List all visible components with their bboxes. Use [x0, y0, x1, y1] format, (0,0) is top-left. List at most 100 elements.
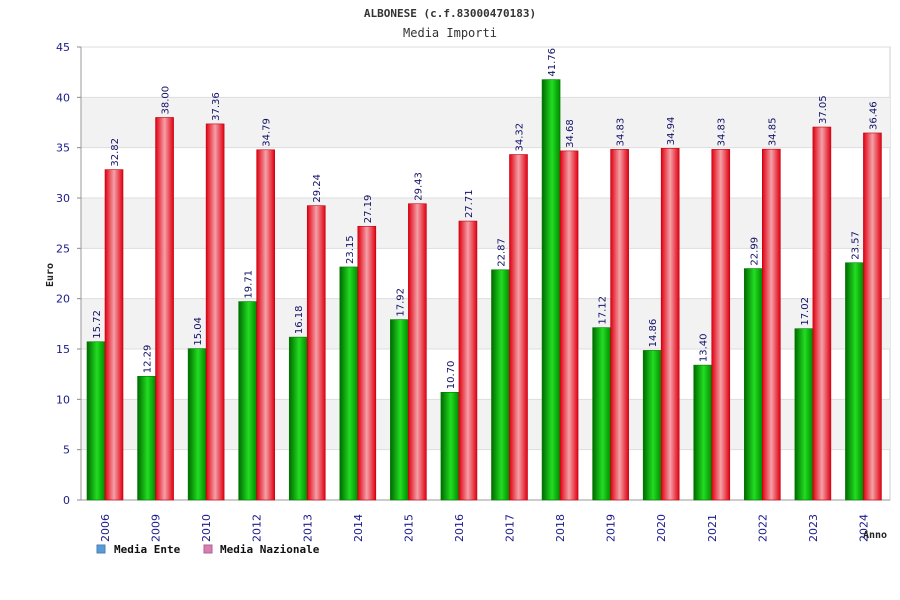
- bar-media-ente: [238, 301, 257, 501]
- bar-media-nazionale: [256, 149, 275, 501]
- x-tick-label: 2023: [807, 514, 820, 542]
- data-label: 34.68: [565, 119, 576, 148]
- data-label: 16.18: [294, 305, 305, 334]
- bar-media-nazionale: [509, 154, 528, 501]
- bar-media-nazionale: [812, 126, 832, 501]
- y-tick-label: 45: [56, 41, 70, 54]
- bar-media-ente: [187, 348, 207, 501]
- y-tick-label: 40: [56, 91, 70, 104]
- x-tick-label: 2009: [150, 514, 163, 542]
- bar-media-ente: [541, 79, 561, 501]
- data-label: 34.79: [262, 118, 273, 147]
- bar-media-ente: [339, 266, 359, 501]
- x-tick-label: 2021: [706, 514, 719, 542]
- data-label: 34.83: [717, 118, 728, 147]
- data-label: 17.12: [598, 296, 609, 325]
- x-tick-label: 2013: [301, 514, 314, 542]
- data-label: 29.24: [312, 174, 323, 203]
- legend: Media Ente Media Nazionale: [96, 543, 320, 556]
- bar-media-nazionale: [711, 149, 731, 501]
- data-label: 13.40: [699, 333, 710, 362]
- legend-swatch-media-ente: [96, 544, 106, 554]
- bar-media-nazionale: [155, 117, 174, 501]
- bar-media-ente: [744, 268, 763, 501]
- bar-media-nazionale: [762, 148, 781, 501]
- data-label: 37.36: [211, 92, 222, 121]
- chart-title: ALBONESE (c.f.83000470183): [364, 7, 536, 20]
- y-tick-label: 30: [56, 192, 70, 205]
- data-label: 19.71: [244, 270, 255, 299]
- x-tick-label: 2020: [655, 514, 668, 542]
- bar-media-ente: [288, 336, 308, 501]
- y-tick-label: 5: [63, 444, 70, 457]
- bar-media-ente: [440, 391, 460, 501]
- value-labels: 15.72 32.82 12.29 38.00 15.04 37.36 19.71 34.79…: [92, 48, 879, 389]
- bar-media-ente: [592, 327, 611, 501]
- bar-media-nazionale: [104, 169, 124, 501]
- data-label: 15.72: [92, 310, 103, 339]
- data-label: 37.05: [818, 95, 829, 124]
- bar-media-nazionale: [863, 132, 882, 501]
- data-label: 22.87: [497, 238, 508, 267]
- data-label: 41.76: [547, 48, 558, 77]
- data-label: 34.32: [515, 123, 526, 152]
- data-label: 23.15: [345, 235, 356, 264]
- bar-media-nazionale: [458, 220, 478, 501]
- data-label: 22.99: [749, 237, 760, 266]
- bar-media-nazionale: [610, 149, 629, 501]
- bar-media-nazionale: [660, 147, 680, 501]
- y-axis-label: Euro: [45, 263, 56, 287]
- data-label: 34.83: [616, 118, 627, 147]
- bar-media-nazionale: [306, 205, 326, 501]
- data-label: 34.85: [767, 118, 778, 147]
- data-label: 17.02: [800, 297, 811, 326]
- data-label: 29.43: [413, 172, 424, 201]
- x-tick-label: 2015: [402, 514, 415, 542]
- x-tick-label: 2016: [453, 514, 466, 542]
- bar-media-ente: [794, 328, 814, 501]
- x-tick-label: 2014: [352, 514, 365, 542]
- data-label: 38.00: [161, 86, 172, 115]
- x-tick-label: 2019: [605, 514, 618, 542]
- bar-media-ente: [693, 364, 713, 501]
- bar-media-nazionale: [559, 150, 579, 501]
- bar-media-ente: [390, 319, 409, 501]
- bar-media-nazionale: [357, 225, 377, 501]
- x-axis-label: Anno: [863, 530, 887, 541]
- data-label: 36.46: [868, 101, 879, 130]
- data-label: 14.86: [648, 319, 659, 348]
- bar-media-ente: [845, 262, 864, 501]
- bars: [86, 79, 882, 501]
- data-label: 15.04: [193, 317, 204, 346]
- x-tick-label: 2024: [857, 514, 870, 542]
- data-label: 27.71: [464, 189, 475, 218]
- data-label: 34.94: [666, 117, 677, 146]
- bar-media-nazionale: [408, 203, 427, 501]
- y-tick-label: 15: [56, 343, 70, 356]
- bar-media-ente: [86, 341, 106, 501]
- data-label: 17.92: [395, 288, 406, 317]
- y-tick-label: 20: [56, 293, 70, 306]
- x-tick-label: 2018: [554, 514, 567, 542]
- x-tick-label: 2006: [99, 514, 112, 542]
- legend-label-media-ente: Media Ente: [114, 543, 181, 556]
- y-tick-label: 25: [56, 242, 70, 255]
- x-tick-label: 2017: [504, 514, 517, 542]
- x-axis-ticks: 2006 2009 2010 2012 2013 2014 2015 2016 2017 2018…: [99, 514, 870, 542]
- bar-media-ente: [137, 375, 156, 501]
- legend-swatch-media-nazionale: [203, 544, 213, 554]
- y-tick-label: 10: [56, 393, 70, 406]
- bar-media-ente: [491, 269, 510, 501]
- chart-subtitle: Media Importi: [403, 26, 497, 40]
- x-tick-label: 2010: [200, 514, 213, 542]
- data-label: 27.19: [363, 195, 374, 224]
- data-label: 10.70: [446, 361, 457, 390]
- bar-media-nazionale: [205, 123, 225, 501]
- x-tick-label: 2022: [756, 514, 769, 542]
- y-tick-label: 35: [56, 142, 70, 155]
- legend-label-media-nazionale: Media Nazionale: [220, 543, 320, 556]
- y-tick-label: 0: [63, 494, 70, 507]
- data-label: 12.29: [143, 345, 154, 374]
- x-tick-label: 2012: [251, 514, 264, 542]
